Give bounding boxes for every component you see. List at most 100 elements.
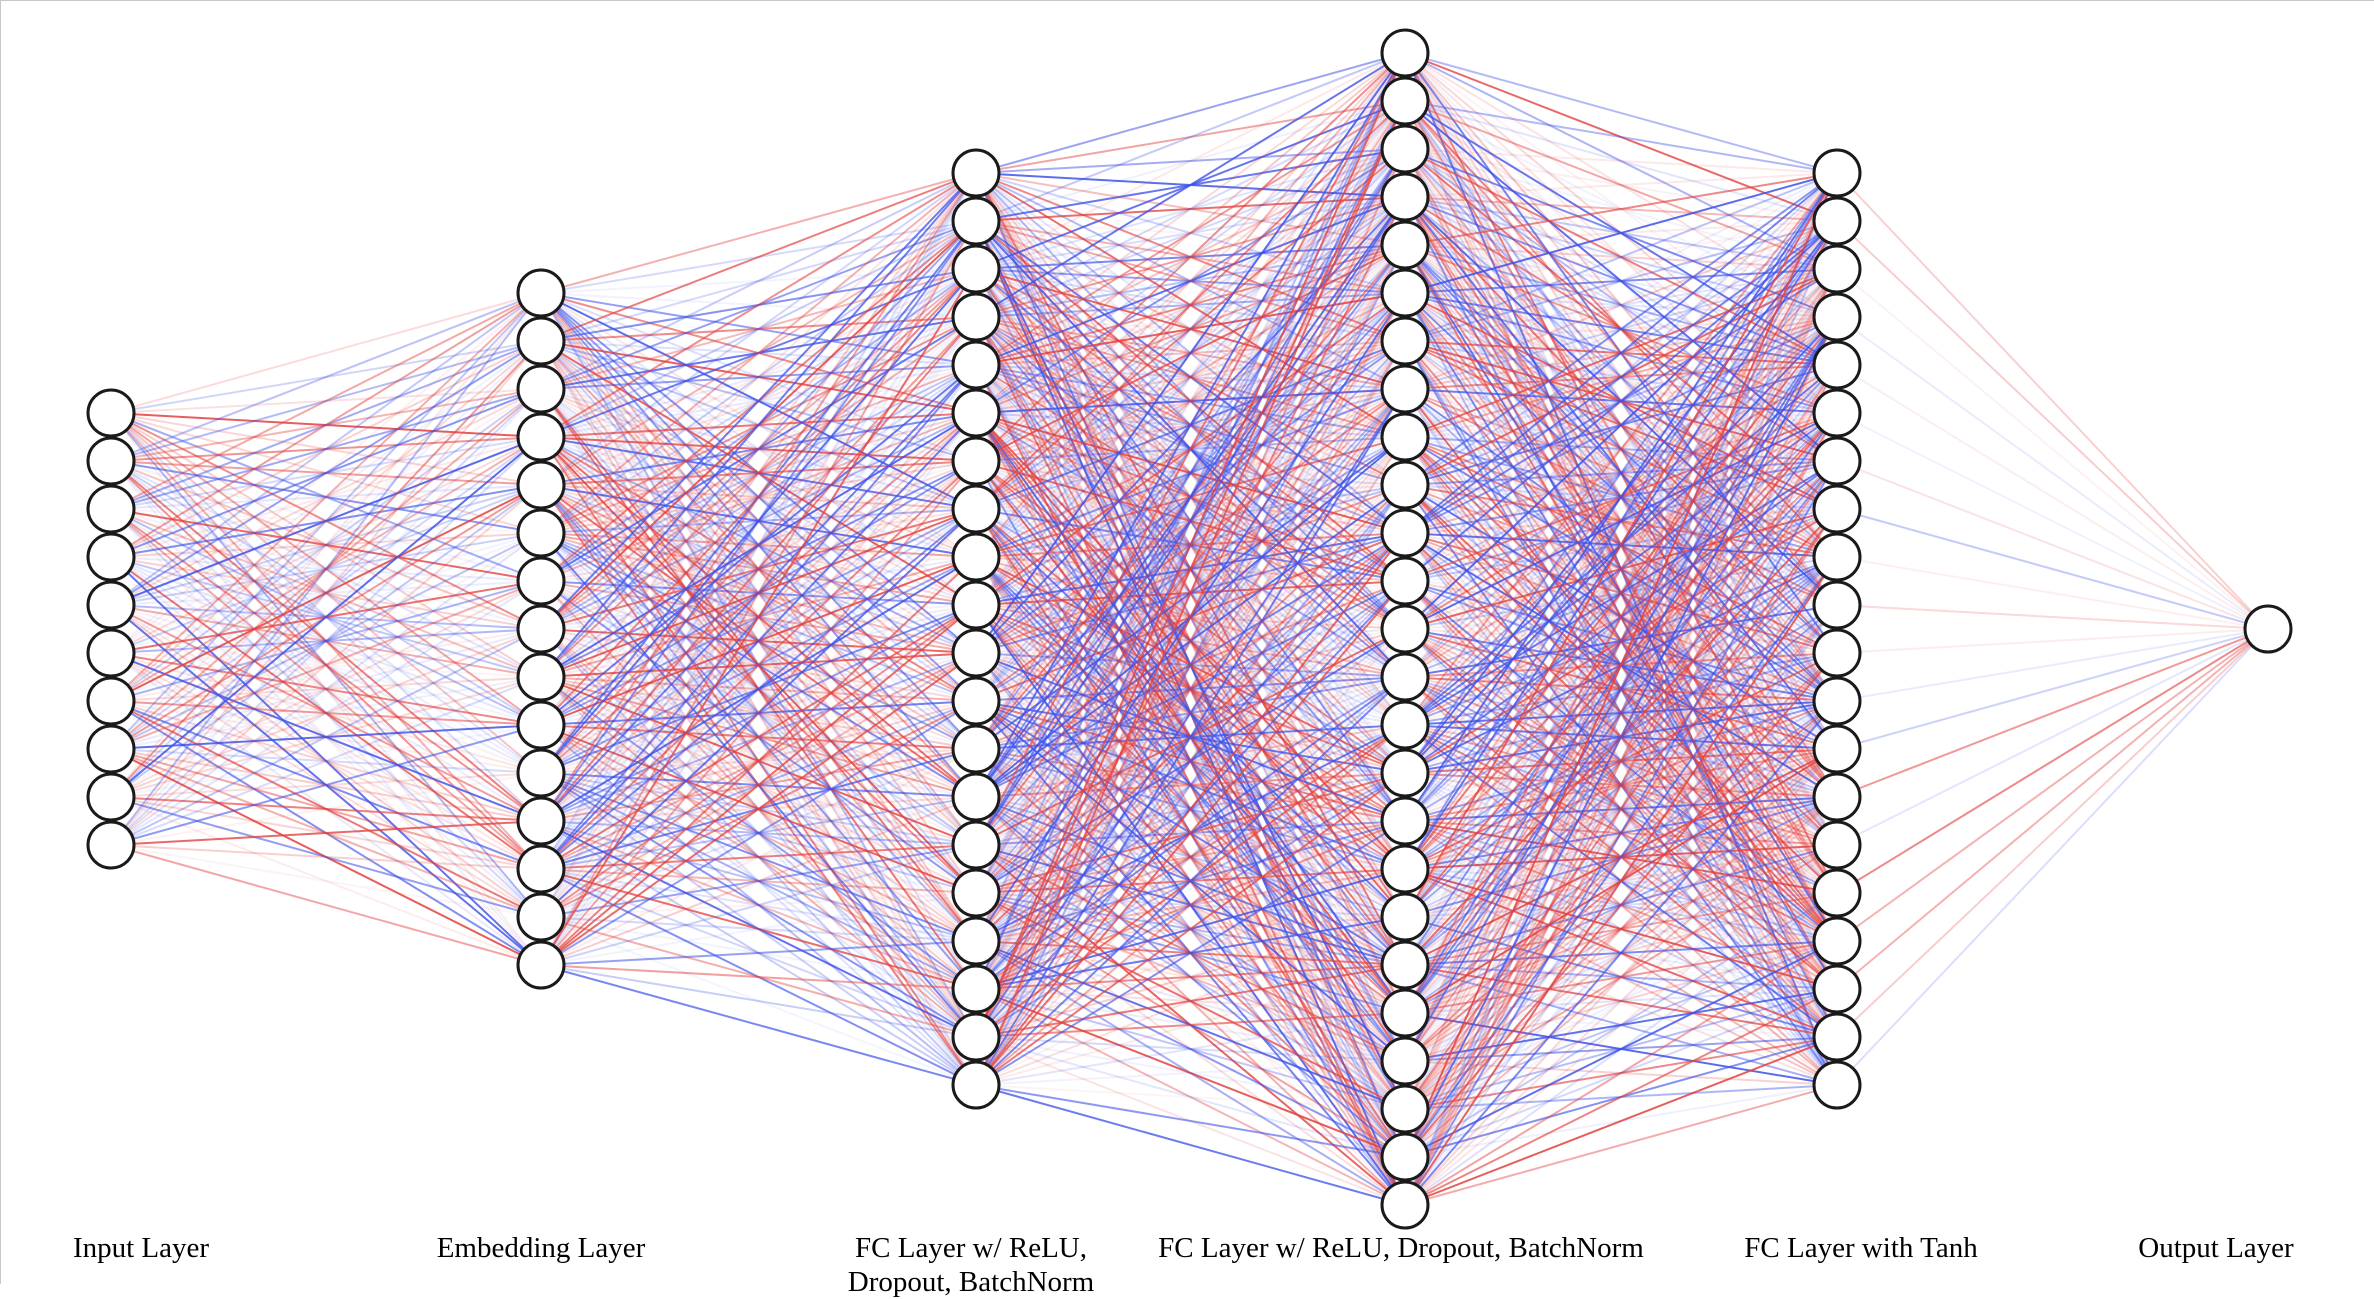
connection-edge [975,436,1406,1086]
connection-edge [540,220,977,534]
connection-edge [540,268,977,822]
connection-edge [540,964,977,1038]
connection-edge [110,628,542,702]
connection-edge [540,220,977,678]
connection-edge [540,172,977,390]
neuron-node [1812,340,1862,390]
neuron-node [86,820,136,870]
connection-edge [1404,220,1838,342]
neuron-nodes [86,28,2293,1230]
connection-edge [975,100,1406,894]
connection-edge [110,292,542,414]
connection-edge [540,364,977,726]
connection-edge [540,964,977,990]
connection-edge [1404,340,1838,558]
neuron-node [1812,484,1862,534]
connection-edge [110,532,542,846]
connection-edge [975,52,1406,510]
connection-edge [1404,892,1838,966]
neuron-node [951,724,1001,774]
connection-edge [975,676,1406,894]
connection-edge [1404,268,1838,1206]
connection-edge [110,556,542,726]
connection-edge [975,532,1406,1086]
connection-edge [540,172,977,678]
connection-edge [1404,556,1838,1158]
connection-edge [1404,892,1838,1062]
neuron-node [1812,964,1862,1014]
connection-edge [975,52,1406,270]
connection-edge [1404,220,1838,390]
connection-edge [975,388,1406,1038]
connection-edge [110,748,542,774]
connection-edge [1404,892,1838,1206]
neuron-node [951,1060,1001,1110]
connection-edge [975,340,1406,1086]
connection-edge [1836,316,2269,630]
neuron-node [1812,676,1862,726]
neuron-node [516,652,566,702]
connection-edge [540,460,977,966]
neuron-node [516,748,566,798]
connection-edge [1404,172,1838,726]
connection-edge [975,148,1406,606]
connection-edge [975,676,1406,1038]
neuron-node [1380,556,1430,606]
connection-edge [975,148,1406,1086]
connection-edge [1404,172,1838,1206]
connection-edge [1404,172,1838,582]
connection-edge [540,172,977,966]
connection-edge [1404,988,1838,1206]
connection-edge [975,52,1406,318]
connection-edge [975,724,1406,990]
connection-edge [975,964,1406,1086]
connection-edge [975,100,1406,654]
connection-edge [1836,604,2269,630]
connection-edge [975,532,1406,1038]
neuron-node [951,388,1001,438]
connection-edge [975,52,1406,462]
connection-edge [975,1060,1406,1086]
connection-edge [975,52,1406,942]
connection-edge [975,1036,1406,1110]
neuron-node [1380,220,1430,270]
connection-edge [540,172,977,918]
connection-edge [110,436,542,846]
connection-edge [1404,652,1838,1158]
connection-edge [110,340,542,798]
connection-edge [1404,172,1838,1014]
connection-edge [110,796,542,822]
connection-edge [975,292,1406,462]
connection-edge [1404,892,1838,1158]
connection-edge [540,892,977,966]
neuron-node [951,244,1001,294]
neuron-node [86,724,136,774]
neuron-node [516,508,566,558]
neuron-node [1380,1132,1430,1182]
connection-edge [1404,940,1838,1062]
connection-edge [975,484,1406,1038]
connection-edge [110,844,542,966]
connection-edge [540,268,977,630]
connection-edge [540,796,977,966]
connection-edge [1404,844,1838,1110]
connection-edge [975,988,1406,1110]
neuron-node [951,292,1001,342]
neuron-node [516,604,566,654]
connection-edge [110,772,542,846]
connection-edge [1404,316,1838,1206]
neuron-node [1812,1012,1862,1062]
connection-edge [975,580,1406,1086]
connection-edge [540,316,977,966]
connection-edge [975,628,1406,1086]
connection-edge [1404,172,1838,246]
neuron-node [1812,244,1862,294]
connection-edge [1404,508,1838,1062]
neuron-node [86,388,136,438]
connection-edge [1404,172,1838,342]
neuron-node [516,556,566,606]
connection-edge [1404,508,1838,1110]
connection-edge [975,340,1406,414]
connection-edge [975,484,1406,1086]
